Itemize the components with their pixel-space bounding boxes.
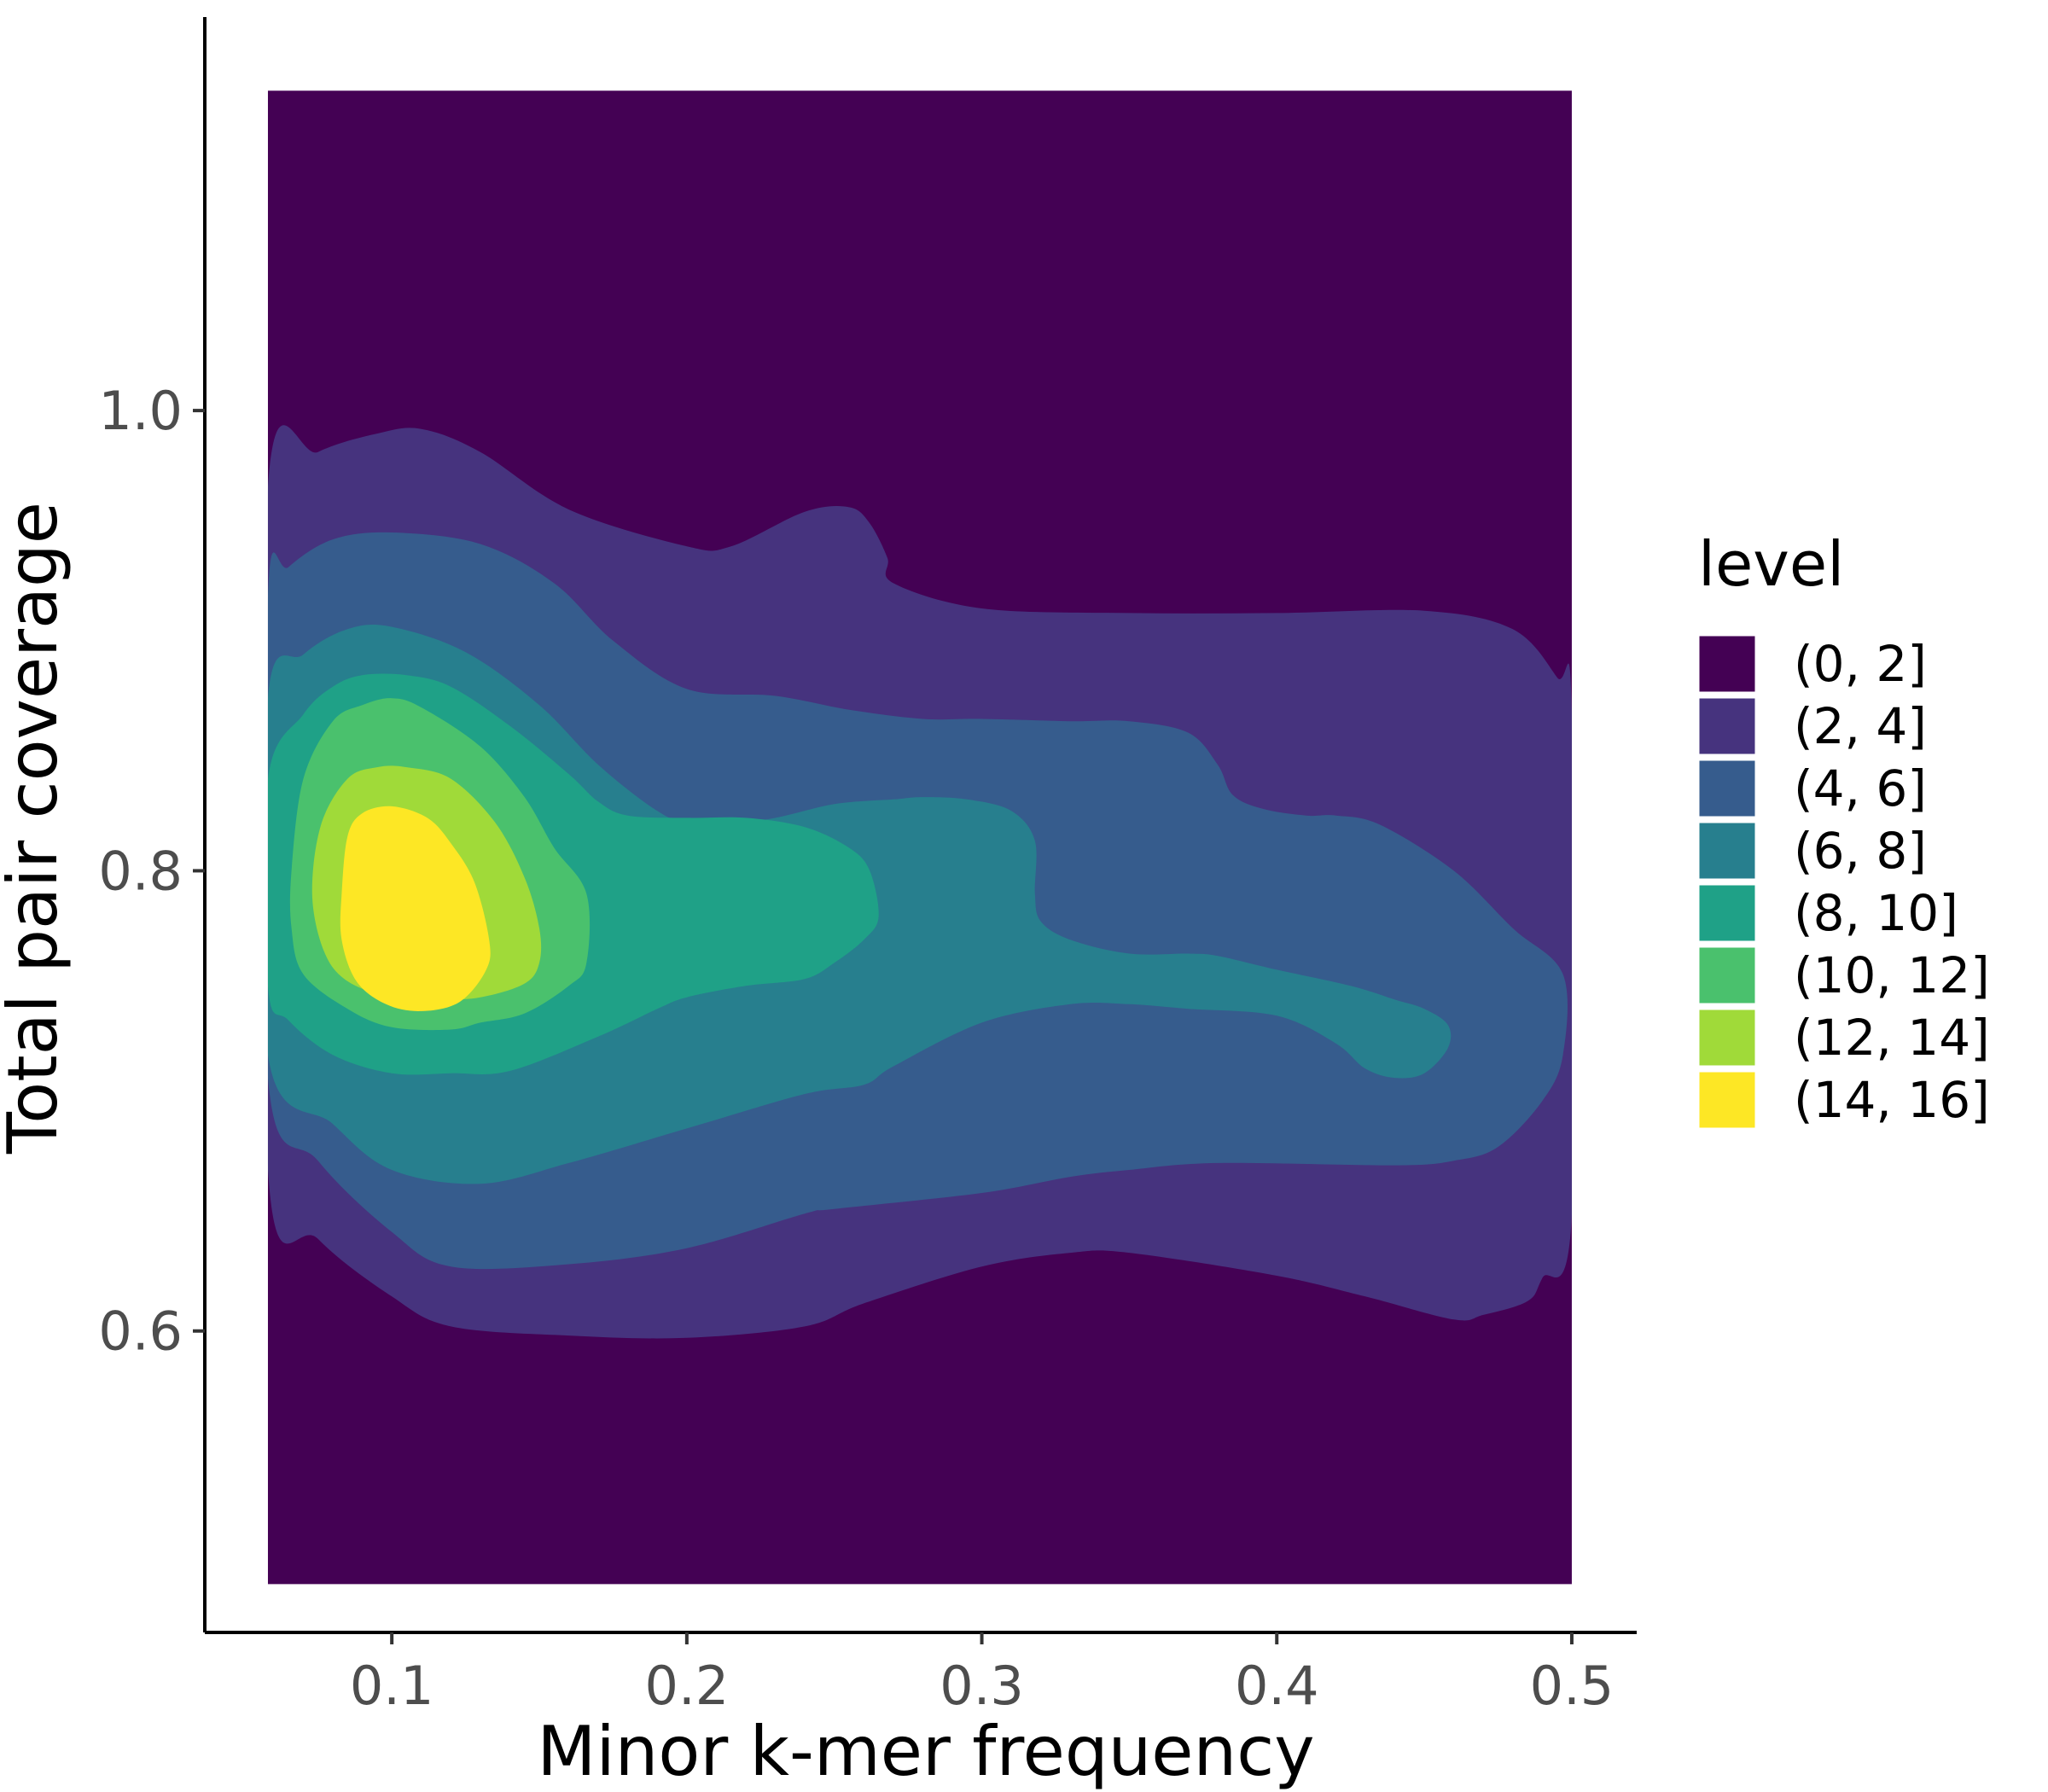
legend-swatch xyxy=(1696,882,1758,944)
legend-label: (0, 2] xyxy=(1794,635,1927,693)
contour-band-8 xyxy=(340,806,491,1011)
legend-title: level xyxy=(1698,528,1844,600)
legend-label: (12, 14] xyxy=(1794,1009,1990,1067)
legend-swatch xyxy=(1696,1007,1758,1068)
y-tick-label: 1.0 xyxy=(98,380,183,442)
legend-label: (4, 6] xyxy=(1794,759,1927,817)
y-ticks: 0.6 0.8 1.0 xyxy=(98,380,205,1363)
x-tick-label: 0.4 xyxy=(1235,1655,1319,1717)
axes: 0.1 0.2 0.3 0.4 0.5 0.6 0.8 1.0 xyxy=(98,17,1637,1717)
legend-label: (10, 12] xyxy=(1794,946,1990,1004)
legend-label: (2, 4] xyxy=(1794,697,1927,755)
legend-label: (14, 16] xyxy=(1794,1071,1990,1129)
x-tick-label: 0.1 xyxy=(350,1655,434,1717)
x-tick-label: 0.2 xyxy=(645,1655,730,1717)
plot-area xyxy=(267,90,1572,1585)
legend-swatch xyxy=(1696,633,1758,695)
legend: level (0, 2](2, 4](4, 6](6, 8](8, 10](10… xyxy=(1696,528,1990,1131)
y-axis-title: Total pair coverage xyxy=(0,502,73,1155)
x-tick-label: 0.5 xyxy=(1530,1655,1615,1717)
legend-swatch xyxy=(1696,1069,1758,1131)
legend-label: (8, 10] xyxy=(1794,884,1958,942)
y-tick-label: 0.8 xyxy=(98,840,183,902)
legend-swatch xyxy=(1696,695,1758,757)
legend-label: (6, 8] xyxy=(1794,822,1927,880)
legend-swatch xyxy=(1696,758,1758,819)
x-axis-title: Minor k-mer frequency xyxy=(537,1712,1314,1791)
contour-layer xyxy=(267,425,1572,1339)
legend-swatch xyxy=(1696,820,1758,881)
legend-items: (0, 2](2, 4](4, 6](6, 8](8, 10](10, 12](… xyxy=(1696,633,1990,1131)
x-tick-label: 0.3 xyxy=(940,1655,1024,1717)
x-ticks: 0.1 0.2 0.3 0.4 0.5 xyxy=(350,1632,1614,1717)
legend-swatch xyxy=(1696,945,1758,1006)
y-tick-label: 0.6 xyxy=(98,1300,183,1363)
